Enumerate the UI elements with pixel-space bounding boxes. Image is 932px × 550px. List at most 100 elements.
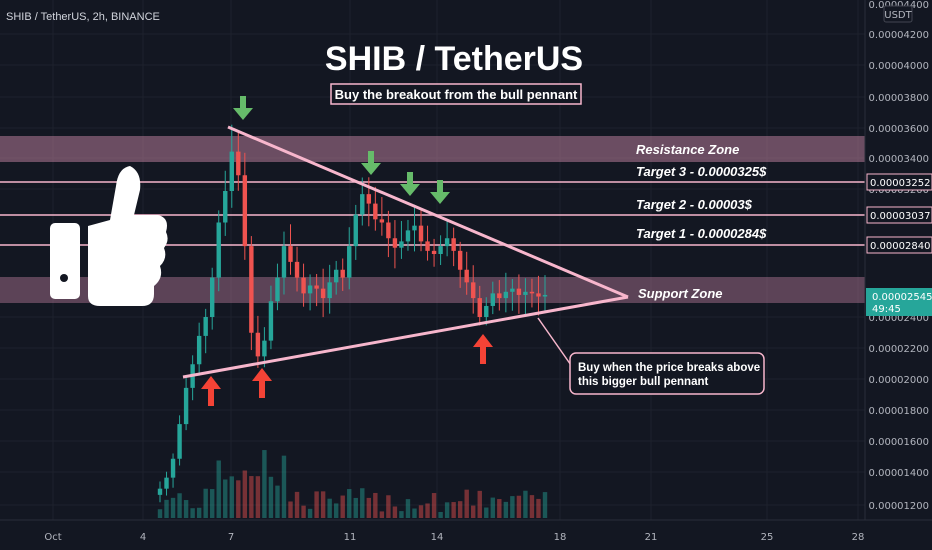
currency-badge[interactable] (883, 5, 913, 23)
current-price: 0.00002545 (872, 292, 932, 303)
volume-bar (307, 508, 313, 518)
candle-body (294, 261, 300, 278)
candle-body (229, 151, 234, 191)
candle-body (275, 277, 280, 302)
target3-label: Target 3 - 0.0000325$ (636, 164, 767, 179)
volume-bar (301, 505, 306, 518)
time-tick-label: 18 (554, 532, 567, 543)
volume-bar (281, 455, 287, 518)
candle-body (242, 175, 248, 247)
volume-bar (523, 490, 528, 518)
volume-bar (360, 488, 365, 518)
arrow-down-icon (361, 151, 381, 175)
volume-bar (275, 485, 280, 518)
volume-bar (294, 491, 300, 518)
candle-body (412, 225, 417, 231)
target1-price-tag (866, 236, 932, 254)
volume-bar (542, 492, 548, 518)
target2-price-tag (866, 206, 932, 224)
volume-bar (288, 501, 293, 518)
current-price-tag (866, 288, 932, 316)
candle-body (425, 241, 430, 251)
time-tick-label: Oct (44, 532, 61, 543)
price-tick-label: 0.00003400 (869, 154, 929, 165)
candlesticks (157, 124, 548, 503)
candle-body (464, 269, 469, 283)
symbol-info[interactable]: SHIB / TetherUS, 2h, BINANCE (6, 11, 160, 23)
chart-subtitle: Buy the breakout from the bull pennant (335, 87, 578, 102)
candle-body (516, 288, 522, 295)
volume-bar (516, 495, 522, 518)
volume-bar (386, 495, 391, 518)
price-tick-label: 0.00003800 (869, 93, 929, 104)
volume-bar (510, 496, 515, 518)
volume-bar (490, 497, 495, 518)
candle-body (386, 222, 391, 239)
volume-bar (183, 500, 189, 518)
volume-bar (255, 476, 261, 518)
price-tick-label: 0.00001600 (869, 437, 929, 448)
candle-body (327, 282, 332, 299)
candle-body (210, 277, 215, 317)
target3-price-tag (866, 173, 932, 191)
candle-body (510, 288, 515, 292)
volume-bar (503, 501, 509, 518)
candle-body (314, 285, 319, 289)
volume-bar (164, 499, 169, 518)
volume-bar (457, 501, 463, 518)
volume-bar (190, 508, 195, 518)
volume-bar (451, 502, 456, 518)
target1-label: Target 1 - 0.0000284$ (636, 226, 767, 241)
target2-label: Target 2 - 0.00003$ (636, 197, 753, 212)
candle-body (203, 317, 208, 336)
time-tick-label: 11 (344, 532, 357, 543)
callout-line1: Buy when the price breaks above (578, 362, 760, 374)
volume-bar (464, 489, 469, 518)
volume-bar (399, 511, 404, 518)
time-tick-label: 4 (140, 532, 146, 543)
candle-body (523, 291, 528, 295)
volume-bar (210, 489, 215, 518)
time-axis[interactable] (0, 520, 932, 550)
candle-body (536, 293, 541, 297)
candle-body (471, 282, 476, 299)
volume-bar (438, 511, 443, 518)
chart-title: SHIB / TetherUS (325, 40, 583, 78)
candle-body (431, 250, 437, 254)
volume-bar (249, 476, 254, 518)
volume-bar (444, 502, 450, 518)
price-tick-label: 0.00001400 (869, 468, 929, 479)
volume-bar (347, 489, 352, 518)
volume-bar (529, 495, 535, 518)
volume-bar (431, 493, 437, 518)
candle-body (405, 230, 411, 242)
candle-body (262, 340, 267, 357)
pennant-upper-line[interactable] (227, 125, 629, 299)
price-tick-label: 0.00004200 (869, 30, 929, 41)
candle-body (490, 293, 495, 306)
volume-bar (170, 497, 176, 518)
callout-box (569, 352, 765, 395)
pennant-lower-line[interactable] (182, 295, 629, 379)
price-tick-label: 0.00001200 (869, 501, 929, 512)
candle-body (366, 194, 372, 204)
volume-bar (177, 493, 182, 518)
volume-bars (157, 450, 548, 518)
time-axis-ticks: Oct 4 7 11 14 18 21 25 28 (44, 532, 864, 543)
candle-body (438, 246, 443, 254)
currency-label: USDT (884, 10, 912, 21)
target3-price: 0.00003252 (870, 178, 930, 189)
candle-body (196, 335, 202, 365)
resistance-zone (0, 136, 865, 162)
time-tick-label: 21 (645, 532, 658, 543)
price-axis[interactable] (865, 0, 932, 520)
volume-bar (471, 505, 476, 518)
volume-bar (497, 499, 502, 518)
price-tick-label: 0.00002000 (869, 375, 929, 386)
candle-body (157, 488, 163, 495)
candle-body (542, 294, 548, 297)
candle-body (307, 285, 313, 294)
candle-body (451, 238, 456, 251)
